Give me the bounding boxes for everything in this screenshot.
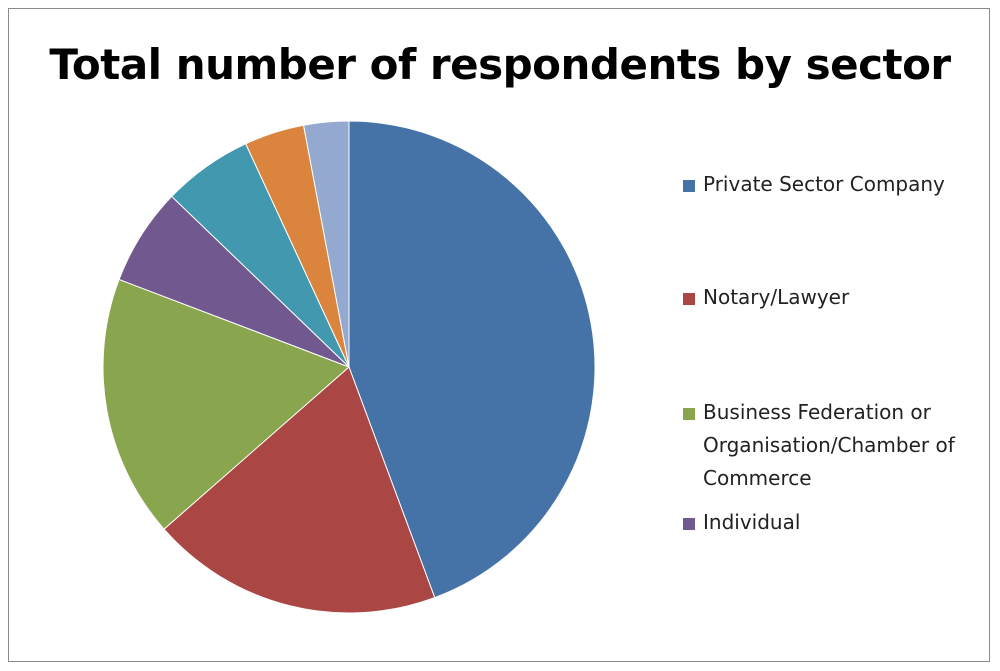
pie-slice-0 bbox=[348, 120, 596, 599]
legend-label: Business Federation or Organisation/Cham… bbox=[703, 400, 955, 490]
legend-item-notary-lawyer: Notary/Lawyer bbox=[683, 281, 993, 314]
chart-title: Total number of respondents by sector bbox=[49, 40, 951, 89]
legend-label: Private Sector Company bbox=[703, 172, 945, 196]
legend-item-private-sector-company: Private Sector Company bbox=[683, 168, 993, 201]
pie-slice-1 bbox=[163, 366, 436, 614]
legend-swatch bbox=[683, 408, 695, 420]
pie-slice-6 bbox=[302, 120, 350, 368]
legend-label: Notary/Lawyer bbox=[703, 285, 850, 309]
legend-swatch bbox=[683, 518, 695, 530]
legend-item-individual: Individual bbox=[683, 506, 993, 539]
legend-swatch bbox=[683, 293, 695, 305]
pie-slice-2 bbox=[102, 278, 350, 530]
legend-item-business-federation: Business Federation or Organisation/Cham… bbox=[683, 396, 993, 495]
legend-swatch bbox=[683, 180, 695, 192]
legend-label: Individual bbox=[703, 510, 801, 534]
